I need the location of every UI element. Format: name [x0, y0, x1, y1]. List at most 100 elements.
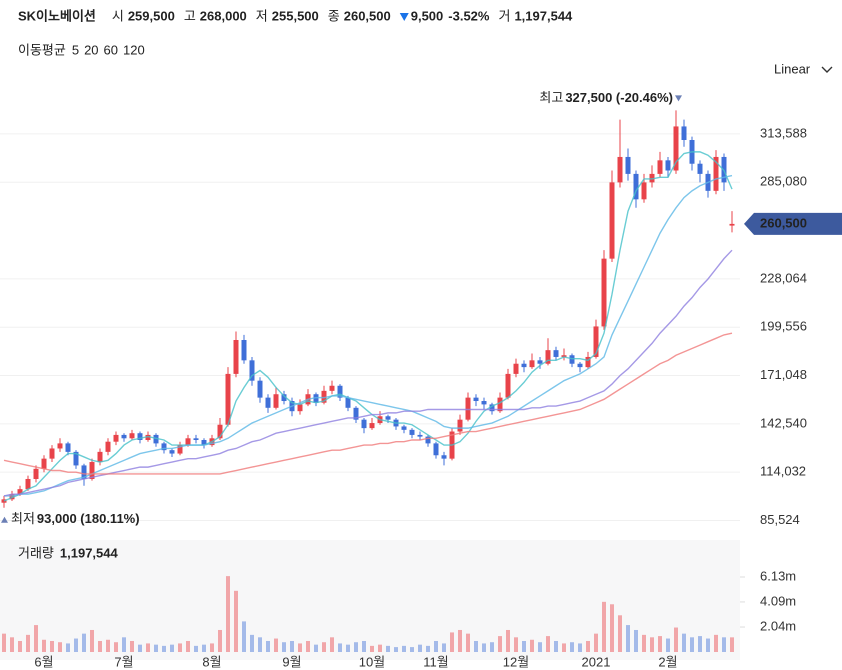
volume-bar [130, 640, 134, 652]
volume-bar [554, 640, 558, 652]
volume-bar [722, 637, 726, 652]
volume-bar [2, 633, 6, 652]
volume-bar [642, 634, 646, 652]
volume-bar [34, 625, 38, 652]
candle-body [25, 478, 31, 490]
volume-pane [0, 540, 740, 660]
volume-bar [314, 644, 318, 652]
candle-body [169, 450, 175, 454]
volume-bar [466, 633, 470, 652]
candle-body [337, 385, 343, 398]
candle-body [57, 443, 63, 449]
candle-body [369, 423, 375, 429]
y-tick-label: 171,048 [760, 367, 807, 382]
x-tick-label: 7월 [114, 654, 133, 669]
volume-title: 거래량 [18, 545, 54, 560]
volume-bar [170, 644, 174, 652]
scale-menu[interactable]: Linear [774, 61, 833, 76]
candle-body [313, 394, 319, 403]
ma-legend: 이동평균 5 20 60 120 [18, 42, 145, 57]
candle-body [441, 455, 447, 459]
volume-bar [594, 633, 598, 652]
scale-menu-label[interactable]: Linear [774, 61, 811, 76]
candle-body [225, 373, 231, 425]
y-tick-label: 228,064 [760, 270, 807, 285]
volume-bar [50, 640, 54, 652]
volume-bar [498, 636, 502, 652]
volume-bar [682, 633, 686, 652]
legend-entry: 5 [72, 42, 79, 57]
candle-body [137, 433, 143, 440]
y-tick-label: 313,588 [760, 125, 807, 140]
volume-bar [434, 640, 438, 652]
candle-body [89, 462, 95, 479]
volume-bar [290, 640, 294, 652]
candle-body [241, 340, 247, 361]
candle-body [569, 355, 575, 364]
field-label: 시 [112, 8, 124, 23]
y-tick-label: 2.04m [760, 618, 796, 633]
candle-body [273, 394, 279, 408]
candle-body [353, 407, 359, 420]
candle-body [233, 340, 239, 374]
volume-bar [250, 634, 254, 652]
candle-body [537, 360, 543, 364]
y-tick-label: 114,032 [760, 464, 806, 479]
volume-bar [162, 645, 166, 652]
candle-body [33, 468, 39, 479]
volume-bar [530, 639, 534, 652]
ma-label: 이동평균 [18, 42, 66, 57]
volume-bar [282, 642, 286, 652]
y-tick-label: 6.13m [760, 568, 796, 583]
volume-title-value: 1,197,544 [60, 545, 119, 560]
candle-body [681, 126, 687, 140]
volume-bar [90, 629, 94, 652]
candle-body [593, 326, 599, 357]
candle-body [641, 182, 647, 200]
volume-bar [330, 637, 334, 652]
volume-bar [210, 643, 214, 652]
candle-body [97, 451, 103, 463]
candle-body [505, 373, 511, 398]
volume-bar [618, 615, 622, 652]
volume-bar [634, 629, 638, 652]
candle-body [465, 397, 471, 420]
volume-bar [386, 645, 390, 652]
x-tick-label: 10월 [359, 654, 385, 669]
volume-bar [226, 576, 230, 652]
volume-bar [410, 647, 414, 652]
volume-bar [514, 637, 518, 652]
volume-bar [626, 625, 630, 652]
volume-bar [66, 643, 70, 652]
candle-body [649, 173, 655, 183]
volume-bar [98, 640, 102, 652]
candle-body [161, 443, 167, 451]
volume-bar [346, 644, 350, 652]
candle-body [65, 443, 71, 452]
volume-bar [378, 644, 382, 652]
volume-bar [602, 601, 606, 652]
volume-bar [482, 643, 486, 652]
candle-body [9, 494, 15, 500]
volume-bar [506, 629, 510, 652]
candle-body [281, 394, 287, 402]
candle-body [409, 429, 415, 435]
candle-body [81, 465, 87, 479]
volume-bar [730, 637, 734, 652]
volume-bar [538, 642, 542, 652]
volume-bar [26, 634, 30, 652]
volume-bar [114, 642, 118, 652]
y-tick-label: 142,540 [760, 415, 807, 430]
volume-bar [58, 642, 62, 652]
volume-bar [578, 643, 582, 652]
chevron [821, 66, 833, 73]
volume-bar [458, 629, 462, 652]
moving-average [4, 174, 733, 497]
volume-bar [570, 642, 574, 652]
volume-bar [74, 638, 78, 652]
candle-body [473, 397, 479, 402]
annotation-label: 최저 [11, 511, 35, 526]
volume-bar [418, 644, 422, 652]
candle-body [521, 363, 527, 368]
volume-bar [522, 640, 526, 652]
